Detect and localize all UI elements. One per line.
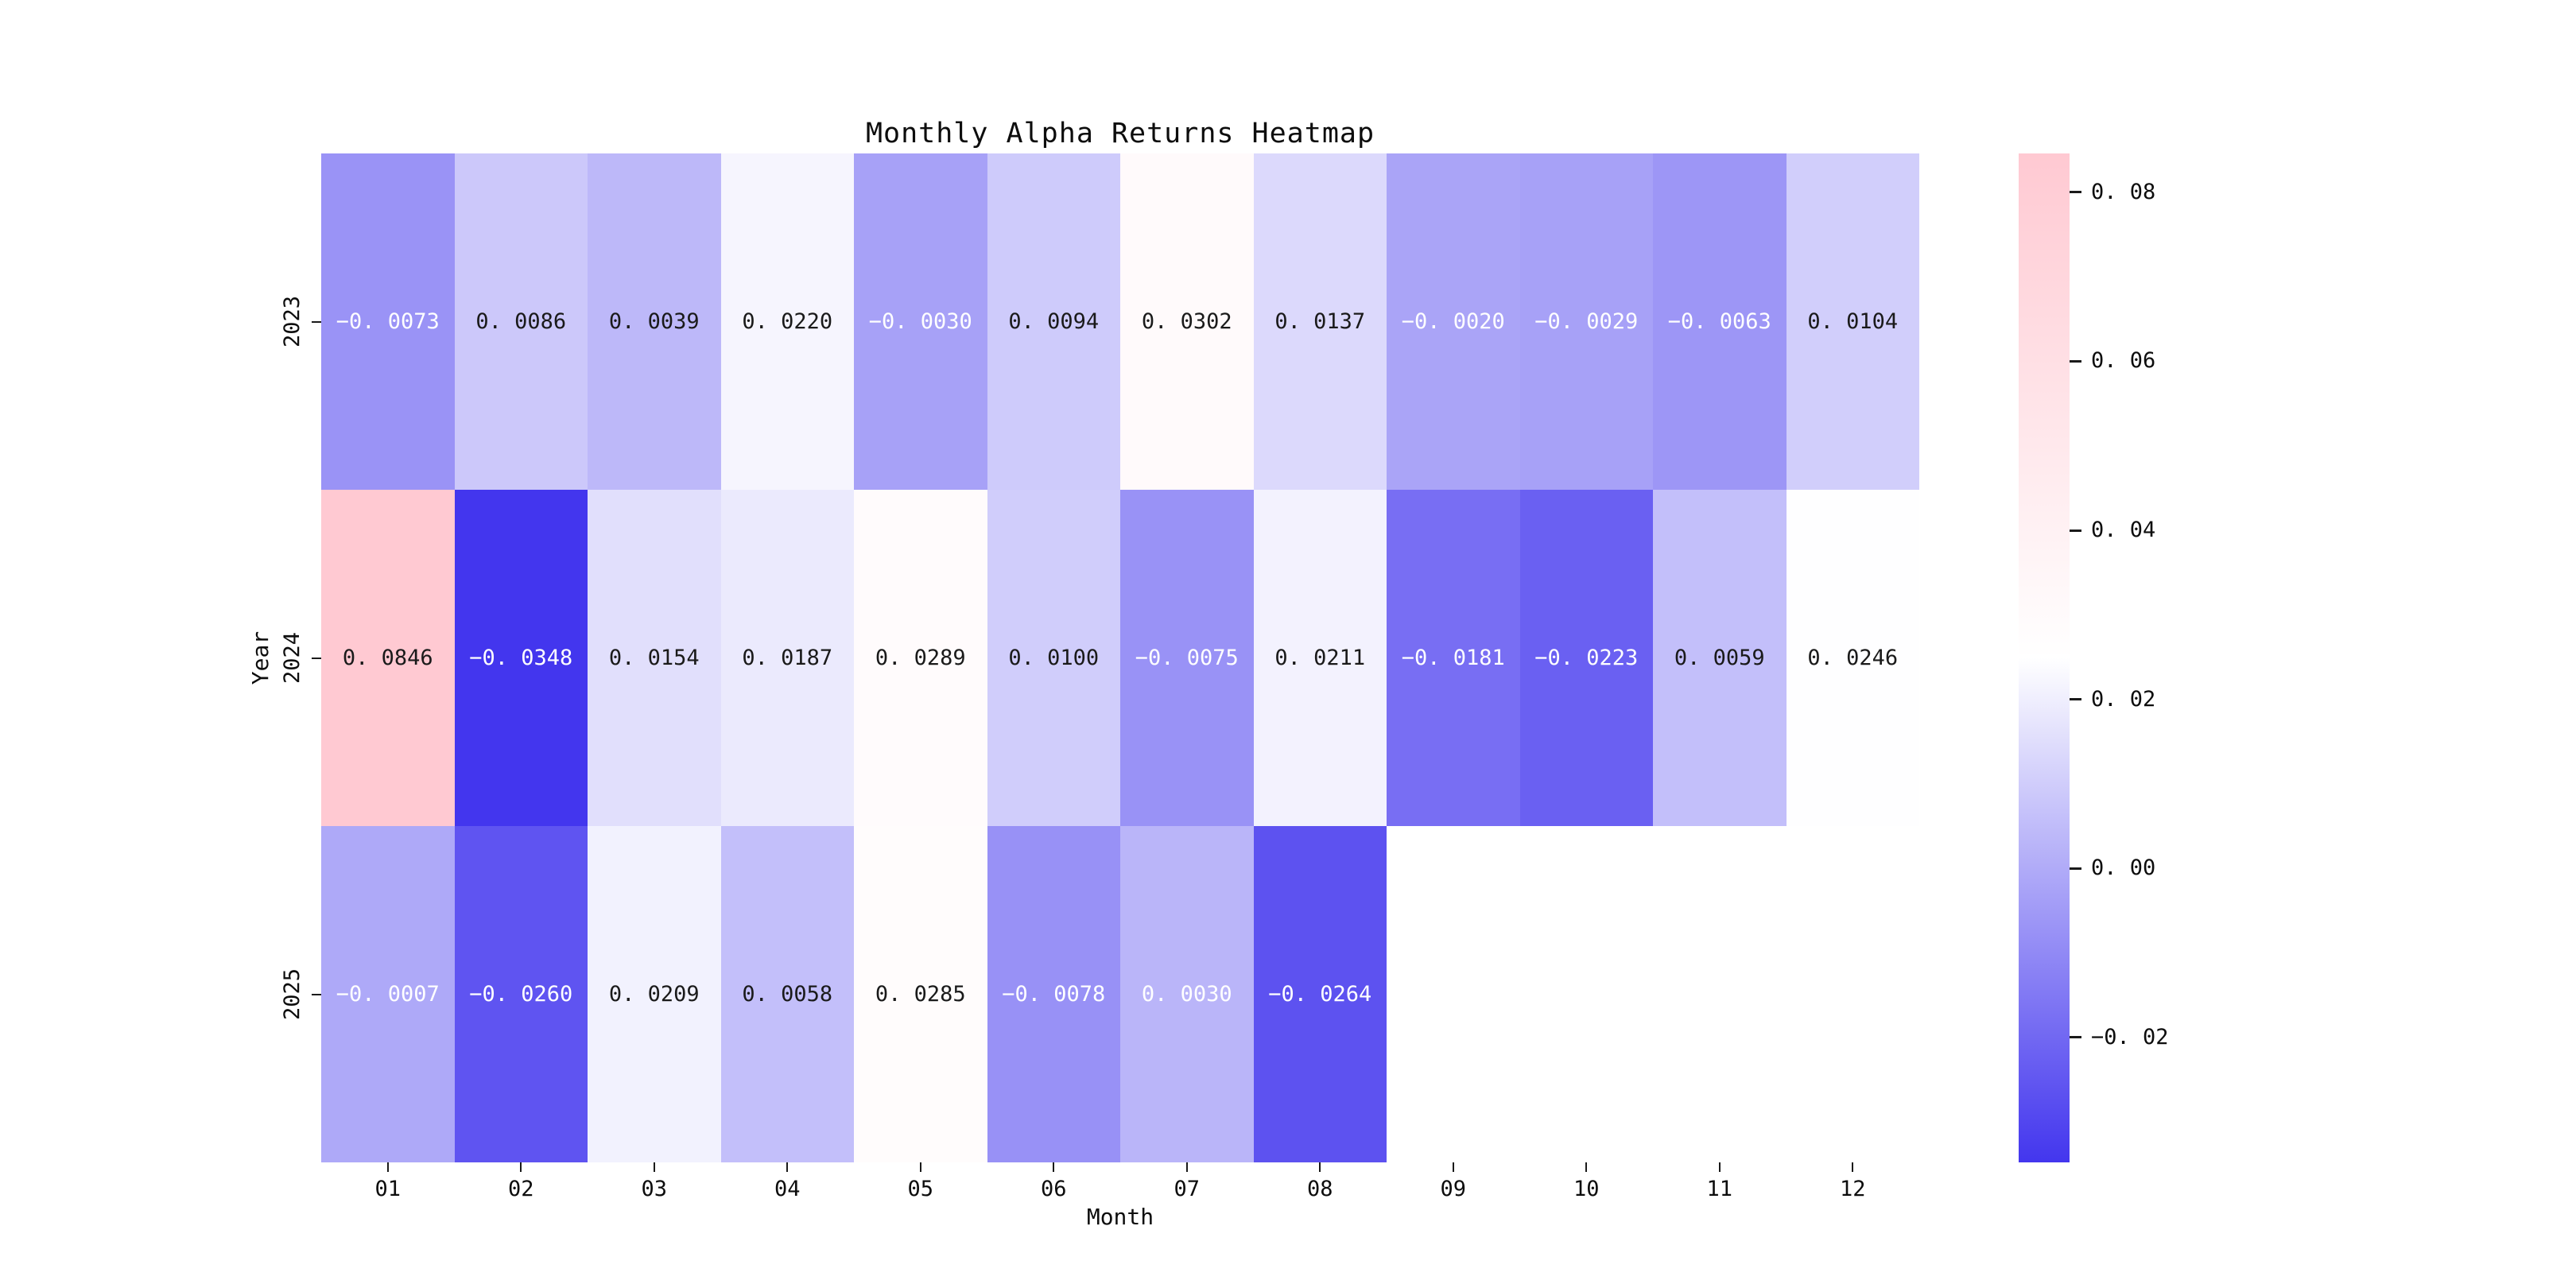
heatmap-cell: 0. 0154: [588, 490, 721, 826]
colorbar-tick-mark: [2070, 698, 2081, 701]
x-tick-mark: [1718, 1162, 1721, 1172]
y-tick-mark: [312, 993, 321, 995]
heatmap-cell: −0. 0348: [454, 490, 588, 826]
y-tick-label-text: 2023: [280, 295, 305, 348]
y-axis-label-wrap: Year: [243, 153, 278, 1162]
x-tick-mark: [1319, 1162, 1321, 1172]
colorbar-gradient: [2019, 153, 2070, 1162]
heatmap-cell: 0. 0030: [1120, 826, 1254, 1162]
x-tick-mark: [1852, 1162, 1854, 1172]
heatmap-cell: 0. 0220: [720, 153, 854, 490]
x-tick-label: 11: [1706, 1177, 1732, 1201]
heatmap-cell: 0. 0246: [1786, 490, 1919, 826]
colorbar-tick-mark: [2070, 191, 2081, 194]
colorbar-tick-mark: [2070, 529, 2081, 532]
heatmap: −0. 0073 0. 0086 0. 0039 0. 0220 −0. 0030 0. …: [321, 153, 1919, 1162]
y-tick-label-text: 2024: [280, 631, 305, 685]
heatmap-cell-empty: [1387, 826, 1520, 1162]
colorbar-tick-label: 0. 06: [2091, 348, 2156, 374]
colorbar-tick-label: 0. 04: [2091, 518, 2156, 542]
heatmap-cell: −0. 0078: [987, 826, 1120, 1162]
x-tick-mark: [1452, 1162, 1454, 1172]
colorbar-tick-label: 0. 02: [2091, 686, 2156, 712]
x-tick-label: 01: [374, 1177, 401, 1201]
heatmap-cell: −0. 0075: [1120, 490, 1254, 826]
y-tick-label: 2024: [274, 490, 312, 826]
heatmap-cell: −0. 0260: [454, 826, 588, 1162]
heatmap-cell: 0. 0059: [1653, 490, 1787, 826]
y-tick-label: 2023: [274, 153, 312, 490]
heatmap-cell: −0. 0020: [1387, 153, 1520, 490]
colorbar-tick-label: 0. 00: [2091, 855, 2156, 881]
x-tick-mark: [786, 1162, 789, 1172]
heatmap-cell: 0. 0209: [588, 826, 721, 1162]
heatmap-cell: 0. 0846: [321, 490, 455, 826]
y-tick-label-text: 2025: [280, 968, 305, 1021]
x-tick-label: 09: [1440, 1177, 1466, 1201]
heatmap-cell: −0. 0264: [1253, 826, 1387, 1162]
chart-title: Monthly Alpha Returns Heatmap: [865, 118, 1375, 149]
heatmap-cell: 0. 0039: [588, 153, 721, 490]
x-tick-mark: [1585, 1162, 1588, 1172]
x-tick-label: 06: [1040, 1177, 1067, 1201]
heatmap-cell: 0. 0285: [854, 826, 987, 1162]
heatmap-cell: 0. 0086: [454, 153, 588, 490]
y-tick-mark: [312, 657, 321, 659]
heatmap-cell: 0. 0100: [987, 490, 1120, 826]
heatmap-cell: −0. 0063: [1653, 153, 1787, 490]
colorbar-tick-mark: [2070, 1036, 2081, 1039]
x-tick-label: 05: [907, 1177, 933, 1201]
heatmap-cell: −0. 0007: [321, 826, 455, 1162]
heatmap-cell: 0. 0289: [854, 490, 987, 826]
y-tick-label: 2025: [274, 826, 312, 1162]
x-tick-mark: [1053, 1162, 1055, 1172]
colorbar-tick-mark: [2070, 359, 2081, 363]
heatmap-cell: 0. 0058: [720, 826, 854, 1162]
x-tick-mark: [520, 1162, 522, 1172]
x-tick-label: 03: [641, 1177, 667, 1201]
heatmap-cell: 0. 0302: [1120, 153, 1254, 490]
x-tick-label: 10: [1573, 1177, 1600, 1201]
heatmap-cell-empty: [1520, 826, 1654, 1162]
x-tick-mark: [653, 1162, 655, 1172]
heatmap-cell: −0. 0073: [321, 153, 455, 490]
colorbar-tick-label: −0. 02: [2091, 1024, 2169, 1049]
heatmap-cell: −0. 0030: [854, 153, 987, 490]
y-axis-label: Year: [247, 630, 274, 685]
heatmap-cell: −0. 0029: [1519, 153, 1653, 490]
heatmap-cell: 0. 0104: [1786, 153, 1919, 490]
x-tick-label: 02: [507, 1177, 534, 1201]
colorbar-tick-mark: [2070, 867, 2081, 870]
heatmap-cell-empty: [1653, 826, 1787, 1162]
x-tick-label: 04: [774, 1177, 801, 1201]
heatmap-cell: −0. 0223: [1519, 490, 1653, 826]
heatmap-cell: −0. 0181: [1387, 490, 1520, 826]
x-tick-label: 12: [1839, 1177, 1866, 1201]
colorbar-tick-label: 0. 08: [2091, 179, 2156, 204]
x-tick-mark: [919, 1162, 921, 1172]
x-tick-mark: [386, 1162, 389, 1172]
y-tick-mark: [312, 320, 321, 323]
x-tick-label: 08: [1306, 1177, 1333, 1201]
heatmap-cell: 0. 0211: [1253, 490, 1387, 826]
heatmap-cell-empty: [1787, 826, 1920, 1162]
heatmap-cell: 0. 0187: [720, 490, 854, 826]
x-axis-label: Month: [1086, 1204, 1154, 1230]
heatmap-cell: 0. 0137: [1253, 153, 1387, 490]
x-tick-mark: [1185, 1162, 1188, 1172]
heatmap-cell: 0. 0094: [987, 153, 1120, 490]
x-tick-label: 07: [1174, 1177, 1200, 1201]
